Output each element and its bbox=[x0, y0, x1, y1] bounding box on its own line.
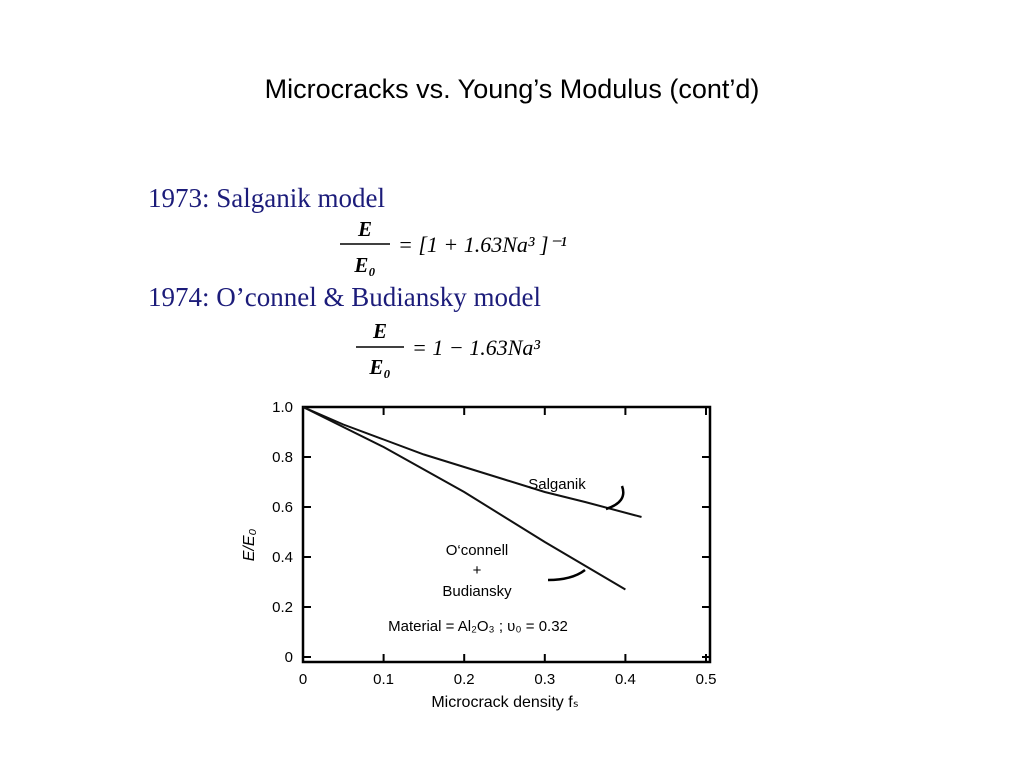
eq-denominator: E₀ bbox=[368, 355, 390, 379]
eq-numerator: E bbox=[372, 319, 387, 343]
x-tick-label: 0.2 bbox=[454, 671, 475, 688]
y-tick-label: 0.2 bbox=[272, 599, 293, 616]
slide-title: Microcracks vs. Young’s Modulus (cont’d) bbox=[265, 74, 760, 104]
annotation-arrow bbox=[547, 568, 586, 582]
y-tick-label: 0.4 bbox=[272, 549, 293, 566]
x-tick-label: 0.3 bbox=[534, 671, 555, 688]
x-axis-label: Microcrack density fₛ bbox=[431, 694, 578, 711]
chart: 0 0.1 0.2 0.3 0.4 0.5 0 0.2 0.4 0.6 0.8 1.0 Microcra… bbox=[241, 399, 716, 711]
annotation: Salganik bbox=[528, 476, 586, 493]
annotation: O‘connell bbox=[446, 542, 509, 559]
series-line bbox=[302, 406, 626, 591]
x-tick-label: 0 bbox=[299, 671, 307, 688]
eq-rhs: = [1 + 1.63Na³ ]⁻¹ bbox=[398, 232, 567, 257]
y-tick-label: 0.6 bbox=[272, 499, 293, 516]
eq-numerator: E bbox=[357, 217, 372, 241]
annotation: + bbox=[473, 562, 482, 579]
model-label: 1973: Salganik model bbox=[148, 183, 385, 213]
annotation: Material = Al₂O₃ ; υ₀ = 0.32 bbox=[388, 618, 568, 635]
y-tick-label: 0 bbox=[285, 649, 293, 666]
x-tick-label: 0.1 bbox=[373, 671, 394, 688]
y-tick-label: 0.8 bbox=[272, 449, 293, 466]
series-line bbox=[302, 406, 642, 518]
x-tick-label: 0.5 bbox=[696, 671, 717, 688]
y-tick-label: 1.0 bbox=[272, 399, 293, 416]
eq-denominator: E₀ bbox=[353, 253, 375, 277]
annotation: Budiansky bbox=[442, 583, 512, 600]
annotation-arrow bbox=[605, 485, 625, 511]
eq-rhs: = 1 − 1.63Na³ bbox=[412, 335, 540, 360]
x-tick-label: 0.4 bbox=[615, 671, 636, 688]
plot-frame bbox=[301, 405, 712, 664]
y-axis-label: E/E₀ bbox=[241, 528, 258, 561]
model-label: 1974: O’connel & Budiansky model bbox=[148, 282, 541, 312]
